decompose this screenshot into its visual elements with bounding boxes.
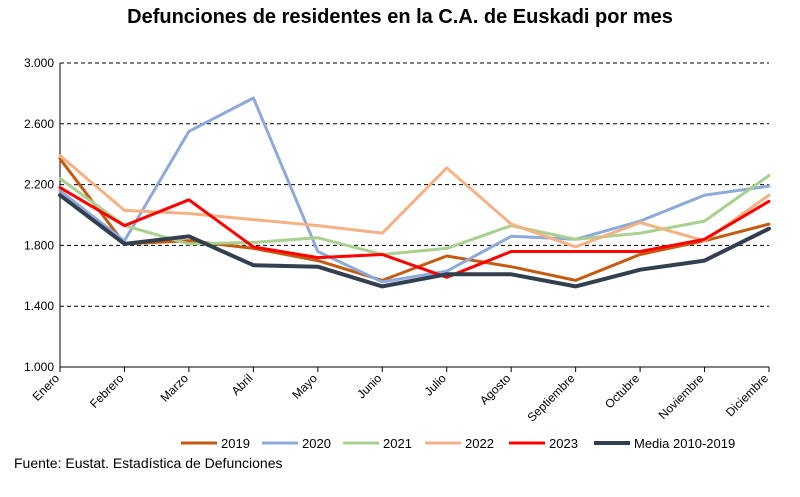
series-lines xyxy=(58,96,771,289)
series-line-2022 xyxy=(58,154,771,249)
chart-title: Defunciones de residentes en la C.A. de … xyxy=(127,6,673,28)
x-tick-label: Agosto xyxy=(477,371,514,408)
x-tick-label: Abril xyxy=(229,371,256,398)
legend-label: Media 2010-2019 xyxy=(634,436,735,451)
x-tick-label: Julio xyxy=(421,371,449,399)
gridlines xyxy=(60,62,769,307)
y-tick-label: 1.800 xyxy=(24,238,54,252)
x-tick-label: Septiembre xyxy=(524,371,578,425)
series-line-2023 xyxy=(58,186,771,279)
source-note: Fuente: Eustat. Estadística de Defuncion… xyxy=(14,455,283,471)
legend-label: 2022 xyxy=(465,436,494,451)
legend-label: 2021 xyxy=(383,436,412,451)
x-tick-label: Marzo xyxy=(158,371,192,405)
series-line-2019 xyxy=(58,157,771,282)
legend-label: 2020 xyxy=(302,436,331,451)
x-tick-label: Mayo xyxy=(289,371,320,402)
x-tick-label: Febrero xyxy=(87,371,127,411)
y-tick-label: 1.000 xyxy=(24,360,54,374)
y-tick-label: 2.600 xyxy=(24,117,54,131)
y-tick-label: 1.400 xyxy=(24,299,54,313)
series-line-2020 xyxy=(58,96,771,284)
series-line-2021 xyxy=(58,174,771,256)
axes: 1.000 1.400 1.800 2.200 2.600 3.000 Enero Febre… xyxy=(24,56,771,425)
y-tick-label: 3.000 xyxy=(24,56,54,70)
x-tick-label: Octubre xyxy=(602,371,642,411)
series-line-media-2010-2019 xyxy=(58,193,771,289)
x-tick-label: Junio xyxy=(354,371,384,401)
x-tick-label: Diciembre xyxy=(723,371,771,419)
legend-label: 2019 xyxy=(221,436,250,451)
legend: 2019 2020 2021 2022 2023 Media 2010-2019 xyxy=(181,436,735,451)
y-tick-label: 2.200 xyxy=(24,178,54,192)
x-tick-label: Enero xyxy=(30,371,63,404)
legend-label: 2023 xyxy=(549,436,578,451)
x-tick-label: Noviembre xyxy=(656,371,707,422)
